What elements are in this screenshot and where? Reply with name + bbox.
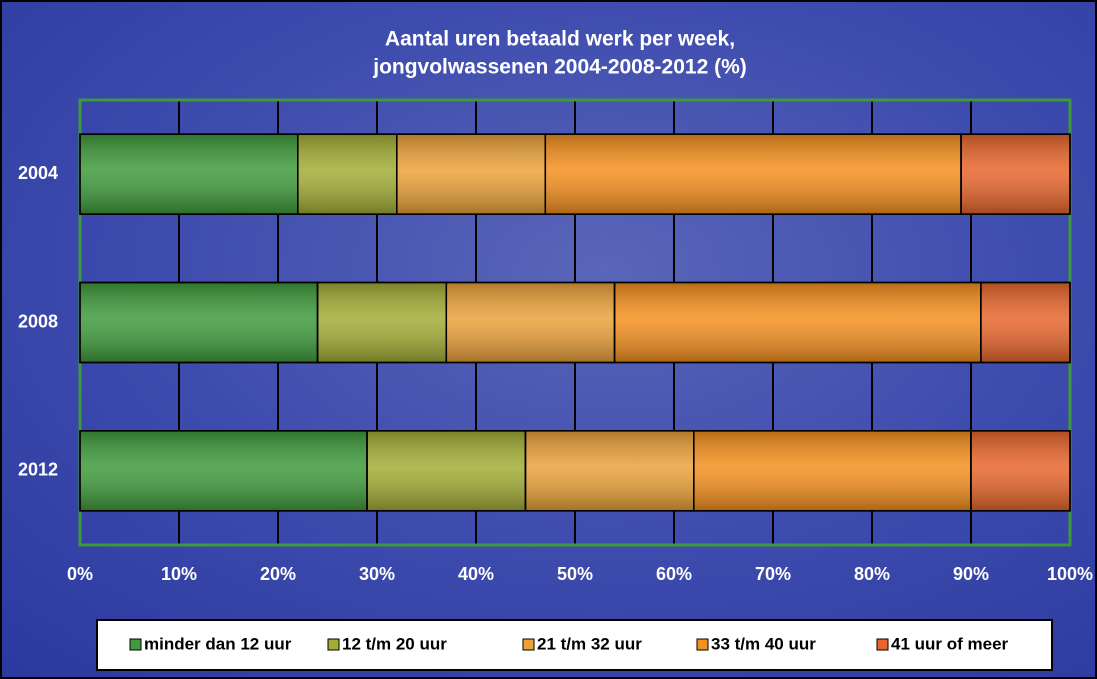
legend-marker: [522, 638, 535, 651]
x-tick-label: 40%: [458, 564, 494, 584]
x-tick-label: 50%: [557, 564, 593, 584]
x-tick-label: 20%: [260, 564, 296, 584]
legend-marker: [696, 638, 709, 651]
bar-segment: [366, 430, 527, 512]
bar-segment: [297, 133, 398, 215]
y-tick-label: 2004: [18, 163, 58, 183]
chart-title: Aantal uren betaald werk per week,: [385, 28, 735, 51]
bar-segment: [544, 133, 962, 215]
bar-segment: [79, 281, 319, 364]
bar-segment: [693, 430, 972, 512]
legend-label: 21 t/m 32 uur: [537, 634, 642, 653]
bar-segment: [613, 281, 982, 364]
x-tick-label: 60%: [656, 564, 692, 584]
x-tick-label: 30%: [359, 564, 395, 584]
legend-label: 41 uur of meer: [891, 634, 1009, 653]
x-tick-label: 80%: [854, 564, 890, 584]
bar-segment: [316, 281, 448, 364]
bar-segment: [79, 430, 368, 512]
x-tick-label: 100%: [1047, 564, 1093, 584]
legend-label: 33 t/m 40 uur: [711, 634, 816, 653]
bar-segment: [79, 133, 299, 215]
bar-segment: [396, 133, 547, 215]
x-tick-label: 10%: [161, 564, 197, 584]
bar-segment: [445, 281, 616, 364]
legend-label: 12 t/m 20 uur: [342, 634, 447, 653]
legend-label: minder dan 12 uur: [144, 634, 292, 653]
legend: [96, 619, 1053, 671]
x-tick-label: 0%: [67, 564, 93, 584]
legend-marker: [129, 638, 142, 651]
bar-segment: [960, 133, 1071, 215]
y-tick-label: 2008: [18, 311, 58, 331]
chart-title: jongvolwassenen 2004-2008-2012 (%): [372, 56, 747, 79]
bar-segment: [980, 281, 1071, 364]
legend-marker: [327, 638, 340, 651]
y-tick-label: 2012: [18, 460, 58, 480]
bar-segment: [524, 430, 695, 512]
bar-segment: [970, 430, 1071, 512]
x-tick-label: 70%: [755, 564, 791, 584]
x-tick-label: 90%: [953, 564, 989, 584]
legend-marker: [876, 638, 889, 651]
